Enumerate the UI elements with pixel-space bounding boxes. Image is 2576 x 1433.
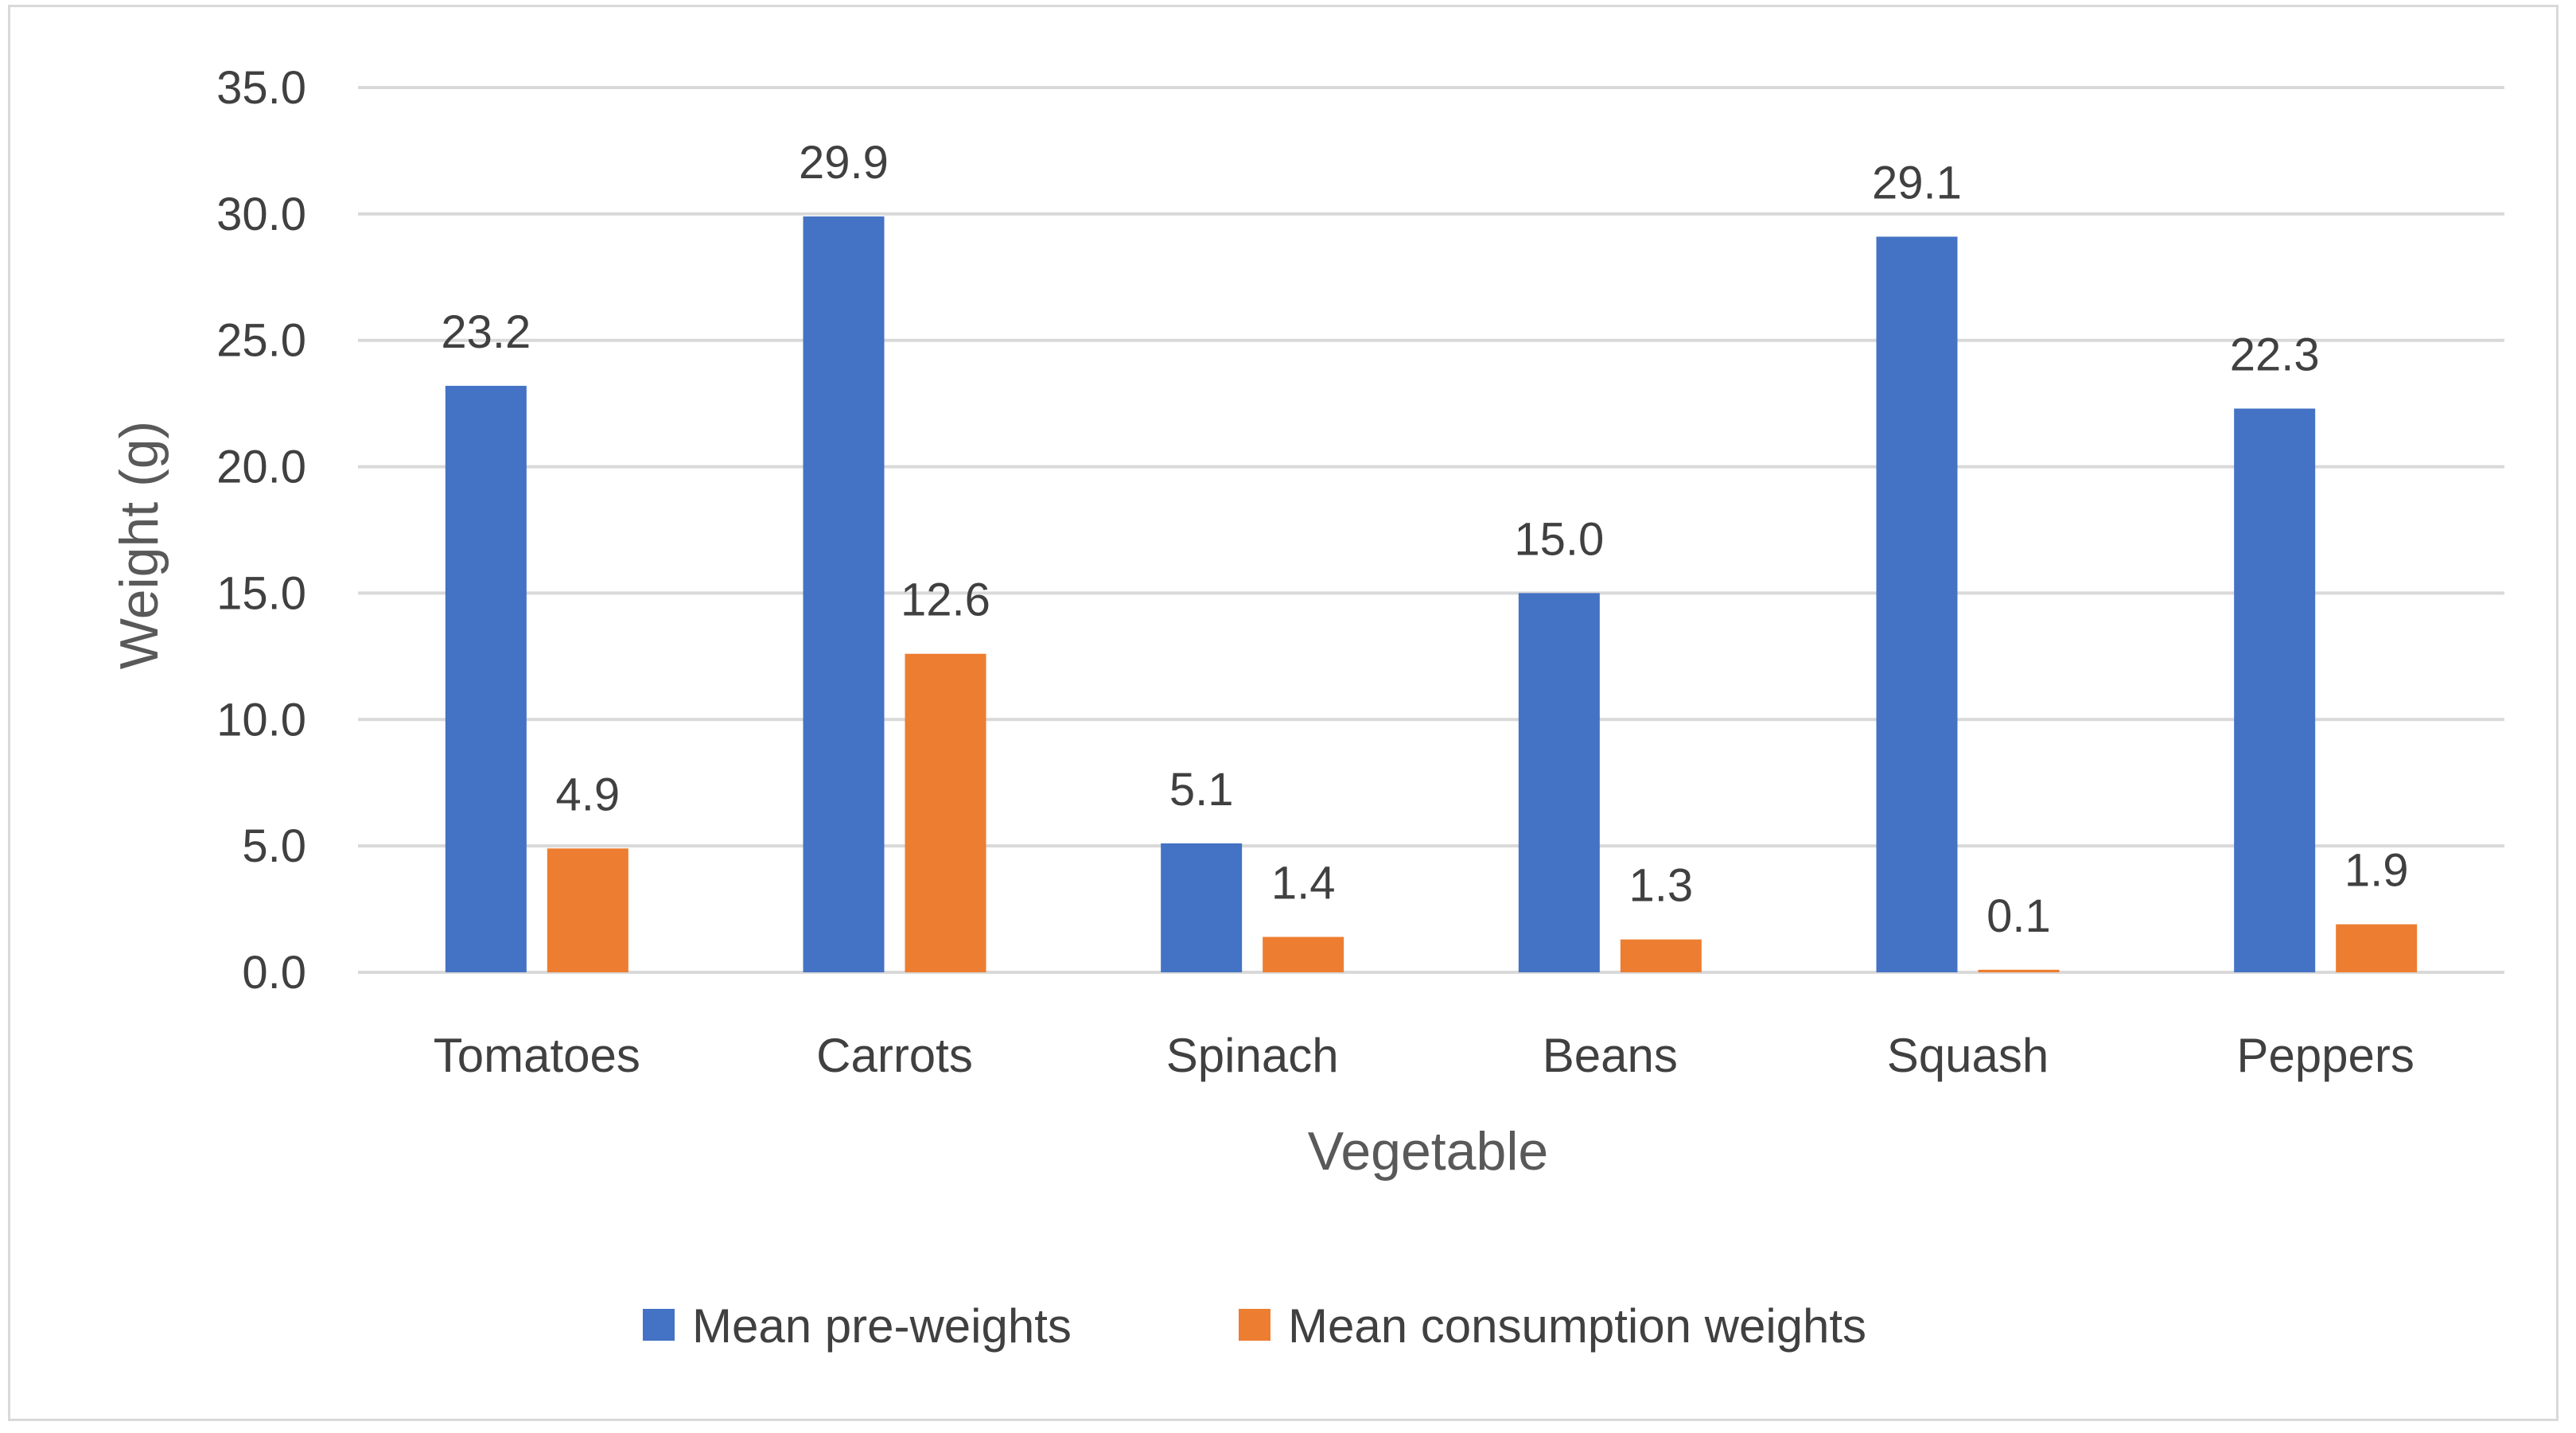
bar-pre-weight-beans: [1518, 593, 1600, 972]
bar-consumption-weight-tomatoes: [547, 848, 628, 972]
bars: [445, 216, 2418, 973]
x-category-label: Spinach: [1166, 1029, 1339, 1082]
data-label: 0.1: [1986, 890, 2051, 942]
data-label: 15.0: [1514, 513, 1604, 565]
y-tick-label: 15.0: [216, 567, 306, 619]
bar-pre-weight-peppers: [2234, 408, 2316, 972]
bar-pre-weight-squash: [1876, 236, 1958, 972]
y-axis-ticks: 0.0 5.0 10.0 15.0 20.0 25.0 30.0 35.0: [216, 62, 306, 999]
legend-swatch: [1239, 1309, 1270, 1341]
bar-consumption-weight-beans: [1620, 939, 1702, 972]
y-tick-label: 30.0: [216, 189, 306, 240]
x-axis-categories: Tomatoes Carrots Spinach Beans Squash Peppers: [434, 1029, 2415, 1082]
bar-pre-weight-carrots: [803, 216, 885, 972]
data-label: 29.1: [1872, 157, 1962, 208]
data-labels: 23.2 4.9 29.9 12.6 5.1 1.4 15.0 1.3 29.1 0.1 22.3 1…: [441, 137, 2408, 942]
y-tick-label: 20.0: [216, 442, 306, 493]
bar-pre-weight-spinach: [1161, 843, 1243, 972]
chart-frame: [8, 5, 2558, 1421]
legend-swatch: [643, 1309, 675, 1341]
legend-label: Mean pre-weights: [692, 1299, 1072, 1353]
data-label: 22.3: [2230, 329, 2320, 380]
gridlines: [358, 86, 2504, 974]
x-category-label: Beans: [1543, 1029, 1678, 1082]
x-axis-title: Vegetable: [1308, 1121, 1549, 1182]
y-tick-label: 10.0: [216, 694, 306, 746]
data-label: 4.9: [556, 769, 621, 820]
bar-consumption-weight-spinach: [1263, 937, 1344, 972]
data-label: 12.6: [901, 574, 990, 626]
data-label: 1.4: [1271, 858, 1336, 909]
data-label: 1.9: [2344, 845, 2409, 897]
x-category-label: Tomatoes: [434, 1029, 640, 1082]
bar-consumption-weight-squash: [1978, 969, 2060, 972]
bar-consumption-weight-peppers: [2336, 924, 2418, 972]
bar-consumption-weight-carrots: [905, 653, 986, 972]
legend: Mean pre-weights Mean consumption weights: [643, 1299, 1866, 1353]
bar-pre-weight-tomatoes: [445, 385, 527, 973]
data-label: 29.9: [799, 137, 889, 189]
data-label: 5.1: [1169, 764, 1234, 816]
y-tick-label: 25.0: [216, 315, 306, 367]
y-tick-label: 0.0: [242, 947, 306, 999]
x-category-label: Carrots: [816, 1029, 973, 1082]
legend-label: Mean consumption weights: [1288, 1299, 1866, 1353]
x-category-label: Squash: [1887, 1029, 2049, 1082]
data-label: 23.2: [441, 306, 531, 358]
y-axis-title: Weight (g): [109, 421, 169, 669]
y-tick-label: 5.0: [242, 820, 306, 872]
y-tick-label: 35.0: [216, 62, 306, 114]
data-label: 1.3: [1629, 860, 1694, 912]
x-category-label: Peppers: [2236, 1029, 2414, 1082]
